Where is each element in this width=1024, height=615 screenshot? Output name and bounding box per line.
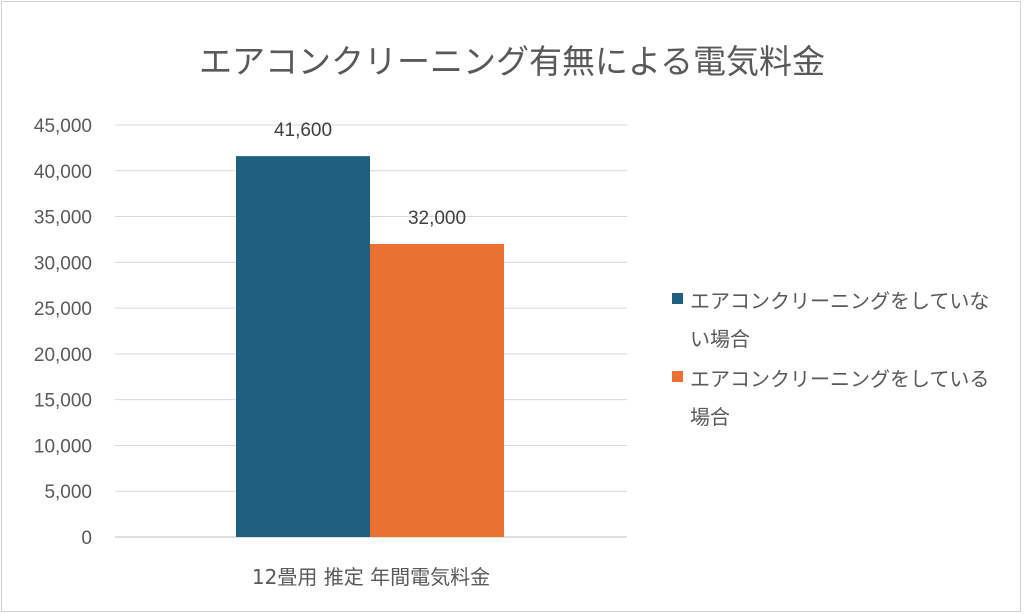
data-label: 41,600 [274, 120, 332, 141]
y-tick-label: 15,000 [34, 391, 92, 412]
y-tick-label: 35,000 [34, 208, 92, 229]
legend-swatch-1 [672, 293, 683, 304]
bars [236, 156, 504, 537]
category-label: 12畳用 推定 年間電気料金 [252, 565, 490, 589]
gridlines [115, 124, 627, 538]
legend-swatch-2 [672, 371, 683, 382]
data-label: 32,000 [408, 208, 466, 229]
legend-label-2: エアコンクリーニングをしている場合 [690, 367, 989, 429]
y-axis: 0 5,000 10,000 15,000 20,000 25,000 30,000 35,0… [34, 116, 92, 549]
chart-title: エアコンクリーニング有無による電気料金 [199, 42, 825, 81]
y-tick-label: 25,000 [34, 299, 92, 320]
y-tick-label: 45,000 [34, 116, 92, 137]
y-tick-label: 5,000 [44, 482, 92, 503]
bar-series-1 [236, 156, 370, 537]
bar-series-2 [370, 244, 504, 537]
legend-label-1: エアコンクリーニングをしていない場合 [690, 289, 989, 351]
data-labels: 41,600 32,000 [274, 120, 466, 229]
y-tick-label: 10,000 [34, 436, 92, 457]
y-tick-label: 0 [81, 528, 92, 549]
y-tick-label: 40,000 [34, 162, 92, 183]
y-tick-label: 20,000 [34, 345, 92, 366]
y-tick-label: 30,000 [34, 253, 92, 274]
